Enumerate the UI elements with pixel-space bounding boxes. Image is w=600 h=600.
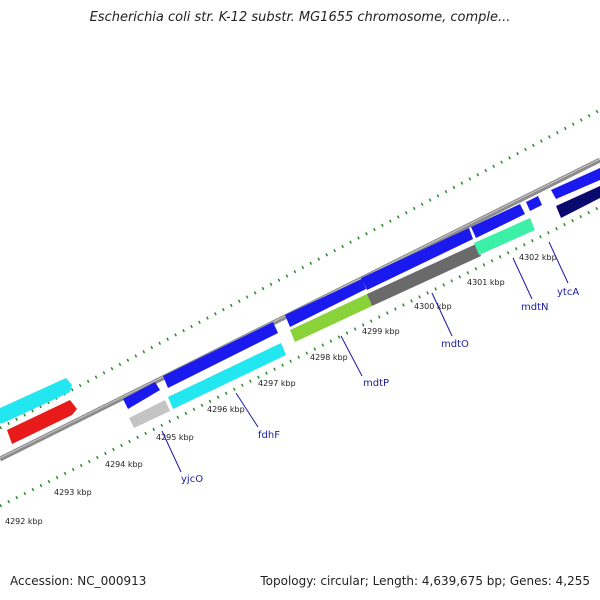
- tick-label: 4299 kbp: [362, 327, 400, 336]
- tick-label: 4292 kbp: [5, 517, 43, 526]
- gene-feature[interactable]: [0, 378, 72, 423]
- gene-labels: yjcO fdhF mdtP mdtO mdtN ytcA: [181, 287, 579, 485]
- gene-label-mdtP[interactable]: mdtP: [363, 378, 389, 389]
- gene-feature[interactable]: [367, 244, 481, 306]
- inner-tick-ring: [0, 205, 600, 508]
- gene-label-ytcA[interactable]: ytcA: [557, 287, 579, 298]
- gene-feature[interactable]: [285, 279, 366, 327]
- scale-labels: 4292 kbp 4293 kbp 4294 kbp 4295 kbp 4296…: [5, 253, 557, 526]
- leader-line: [548, 241, 569, 284]
- gene-feature[interactable]: [7, 400, 77, 444]
- gene-feature[interactable]: [551, 168, 600, 199]
- inner-lane-features: [7, 186, 600, 444]
- gene-feature[interactable]: [471, 204, 525, 238]
- tick-label: 4296 kbp: [207, 405, 245, 414]
- gene-leaders: [161, 241, 569, 473]
- gene-label-mdtO[interactable]: mdtO: [441, 339, 469, 350]
- gene-feature[interactable]: [556, 186, 600, 218]
- gene-feature[interactable]: [129, 400, 170, 428]
- map-title: Escherichia coli str. K-12 substr. MG165…: [89, 10, 511, 25]
- gene-feature[interactable]: [123, 382, 160, 409]
- leader-line: [431, 292, 453, 337]
- gene-feature[interactable]: [361, 228, 473, 290]
- tick-label: 4293 kbp: [54, 488, 92, 497]
- outer-tick-ring: [0, 108, 600, 430]
- leader-line: [161, 430, 182, 473]
- gene-label-fdhF[interactable]: fdhF: [258, 430, 280, 441]
- leader-line: [512, 257, 533, 300]
- leader-line: [235, 392, 259, 428]
- tick-label: 4297 kbp: [258, 379, 296, 388]
- tick-label: 4295 kbp: [156, 433, 194, 442]
- leader-line: [340, 335, 363, 377]
- accession-text: Accession: NC_000913: [10, 574, 147, 588]
- gene-feature[interactable]: [526, 196, 542, 211]
- gene-label-yjcO[interactable]: yjcO: [181, 474, 203, 485]
- tick-label: 4301 kbp: [467, 278, 505, 287]
- tick-label: 4298 kbp: [310, 353, 348, 362]
- tick-label: 4300 kbp: [414, 302, 452, 311]
- genome-summary-text: Topology: circular; Length: 4,639,675 bp…: [260, 574, 590, 588]
- tick-label: 4294 kbp: [105, 460, 143, 469]
- gene-feature[interactable]: [474, 218, 535, 255]
- tick-label: 4302 kbp: [519, 253, 557, 262]
- gene-feature[interactable]: [290, 294, 372, 342]
- gene-feature[interactable]: [168, 343, 286, 409]
- outer-lane-features: [0, 168, 600, 423]
- gene-feature[interactable]: [163, 322, 278, 388]
- gene-label-mdtN[interactable]: mdtN: [521, 302, 549, 313]
